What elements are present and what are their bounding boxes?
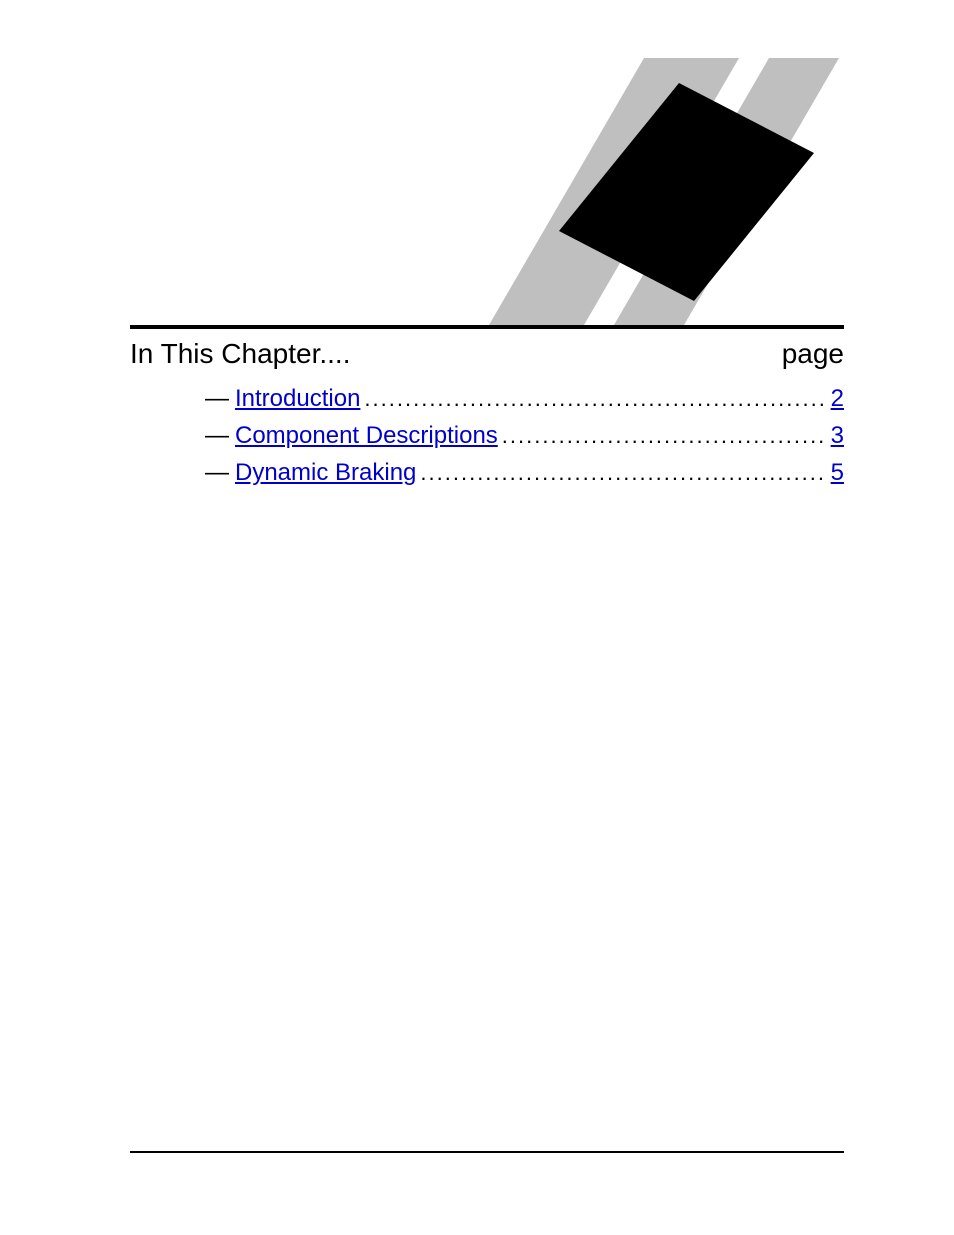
toc-entries: — Introduction 2 — Component Description… [130, 380, 844, 492]
rule-bottom [130, 1151, 844, 1153]
toc-page-component-descriptions[interactable]: 3 [827, 417, 844, 454]
toc-title: In This Chapter.... [130, 338, 351, 370]
toc-entry: — Introduction 2 [205, 380, 844, 417]
logo-graphic [434, 48, 844, 338]
toc-link-dynamic-braking[interactable]: Dynamic Braking [235, 454, 416, 491]
header-logo [434, 48, 844, 328]
toc-page-introduction[interactable]: 2 [827, 380, 844, 417]
toc-page-dynamic-braking[interactable]: 5 [827, 454, 844, 491]
toc-entry: — Component Descriptions 3 [205, 417, 844, 454]
toc-leader-dots [498, 419, 827, 453]
rule-top [130, 325, 844, 329]
toc-entry: — Dynamic Braking 5 [205, 454, 844, 491]
toc-link-introduction[interactable]: Introduction [235, 380, 360, 417]
toc-page-heading: page [782, 338, 844, 370]
document-page: In This Chapter.... page — Introduction … [0, 0, 954, 1235]
toc-leader-dots [360, 382, 826, 416]
toc-link-component-descriptions[interactable]: Component Descriptions [235, 417, 498, 454]
toc-dash: — [205, 380, 229, 417]
table-of-contents: In This Chapter.... page — Introduction … [130, 338, 844, 492]
toc-dash: — [205, 454, 229, 491]
toc-header: In This Chapter.... page [130, 338, 844, 370]
toc-dash: — [205, 417, 229, 454]
toc-leader-dots [416, 456, 826, 490]
